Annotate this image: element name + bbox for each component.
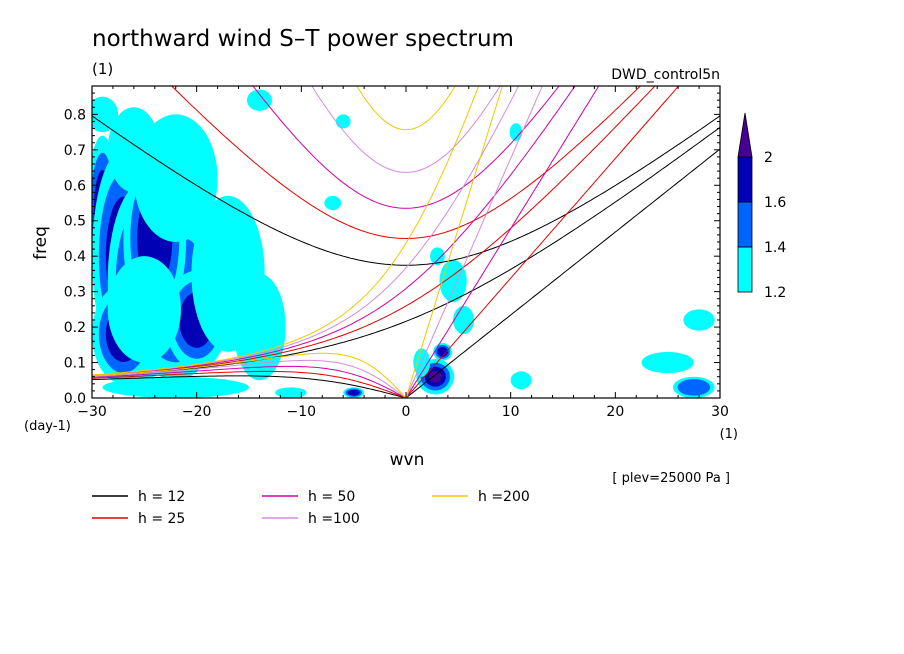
chart-title: northward wind S–T power spectrum (92, 26, 514, 52)
power-blob-27-level-0 (324, 195, 342, 211)
curve-h200-kelvin (405, 86, 503, 398)
curve-h25-mrg (92, 86, 656, 377)
power-blob-15-level-0 (275, 387, 307, 398)
curve-h200-er (92, 352, 407, 398)
power-blob-13-level-0 (102, 376, 249, 398)
power-blob-25-level-0 (510, 371, 532, 390)
power-blob-17-level-2 (437, 346, 448, 357)
plev-annotation: [ plev=25000 Pa ] (612, 471, 730, 486)
power-blob-29-level-0 (246, 89, 273, 111)
curve-h12-ig1 (92, 115, 720, 266)
legend-label-h100: h =100 (308, 511, 360, 527)
legend-label-h200: h =200 (478, 489, 530, 505)
x-tick-label-5: 20 (606, 404, 624, 420)
power-blob-22-level-1 (677, 379, 711, 396)
power-blob-16-level-3 (428, 370, 442, 383)
curve-h50-mrg (92, 86, 576, 376)
power-blob-19-level-0 (453, 305, 475, 335)
power-blob-11-level-0 (107, 107, 161, 193)
colorbar-label-0: 1.2 (764, 285, 786, 301)
curve-h50-ig1 (252, 86, 560, 209)
legend-label-h25: h = 25 (138, 511, 185, 527)
legend-label-h50: h = 50 (308, 489, 355, 505)
dispersion-curves (92, 86, 720, 398)
curve-h25-kelvin (405, 86, 680, 398)
power-contours (92, 89, 715, 398)
curve-h12-mrg (92, 126, 720, 377)
curve-h12-er (92, 375, 407, 398)
chart-subtitle-right: DWD_control5n (611, 67, 720, 83)
curve-h100-mrg (92, 86, 520, 376)
x-tick-label-4: 10 (502, 404, 520, 420)
curve-h50-er (92, 365, 407, 398)
power-blob-26-level-0 (509, 123, 523, 141)
colorbar-band-0 (737, 246, 753, 293)
x-tick-label-6: 30 (711, 404, 729, 420)
power-blob-24-level-0 (683, 309, 715, 331)
y-tick-label-0: 0.0 (64, 391, 86, 407)
chart-subtitle-left: (1) (92, 60, 113, 78)
y-tick-label-1: 0.1 (64, 356, 86, 372)
power-blob-28-level-0 (335, 114, 351, 129)
colorbar-label-3: 2 (764, 150, 773, 166)
curve-h100-kelvin (405, 86, 543, 398)
y-tick-label-7: 0.7 (64, 143, 86, 159)
x-axis-title: wvn (390, 450, 425, 470)
colorbar-label-1: 1.4 (764, 240, 786, 256)
x-tick-label-2: −10 (287, 404, 317, 420)
colorbar-label-2: 1.6 (764, 195, 786, 211)
power-blob-21-level-0 (430, 247, 445, 266)
x-tick-label-3: 0 (402, 404, 411, 420)
power-blob-23-level-0 (641, 351, 694, 374)
y-tick-label-8: 0.8 (64, 107, 86, 123)
x-tick-label-0: −30 (77, 404, 107, 420)
curve-h200-ig1 (356, 86, 456, 131)
colorbar-band-2 (737, 156, 753, 203)
y-axis-unit: (day-1) (24, 419, 71, 434)
curve-h100-er (92, 359, 407, 398)
x-tick-label-1: −20 (182, 404, 212, 420)
y-tick-label-6: 0.6 (64, 178, 86, 194)
colorbar-extend-arrow (737, 112, 753, 158)
curve-h25-ig1 (170, 86, 642, 240)
y-tick-label-3: 0.3 (64, 285, 86, 301)
y-tick-label-4: 0.4 (64, 249, 86, 265)
legend: h = 12 h = 25 h = 50 h =100 h =200 (92, 489, 530, 527)
axis-ticks: −30 −20 −10 0 10 20 30 0.0 0.1 0.2 0.3 0.4 0.5 0.6 0.7… (64, 86, 729, 420)
power-blob-7-level-0 (107, 256, 181, 363)
legend-label-h12: h = 12 (138, 489, 185, 505)
y-tick-label-5: 0.5 (64, 214, 86, 230)
x-axis-unit: (1) (720, 427, 738, 442)
curve-h200-mrg (92, 86, 480, 376)
curve-h12-kelvin (405, 148, 720, 398)
power-blob-9-level-0 (233, 273, 286, 381)
power-blob-14-level-2 (347, 389, 360, 396)
curve-h25-er (92, 370, 407, 398)
colorbar: 1.2 1.4 1.6 2 (737, 112, 786, 301)
y-axis-title: freq (31, 226, 51, 260)
curve-h100-ig1 (311, 86, 501, 173)
power-blob-12-level-0 (92, 96, 119, 133)
y-tick-label-2: 0.2 (64, 320, 86, 336)
curve-h50-kelvin (405, 86, 600, 398)
colorbar-band-1 (737, 201, 753, 248)
